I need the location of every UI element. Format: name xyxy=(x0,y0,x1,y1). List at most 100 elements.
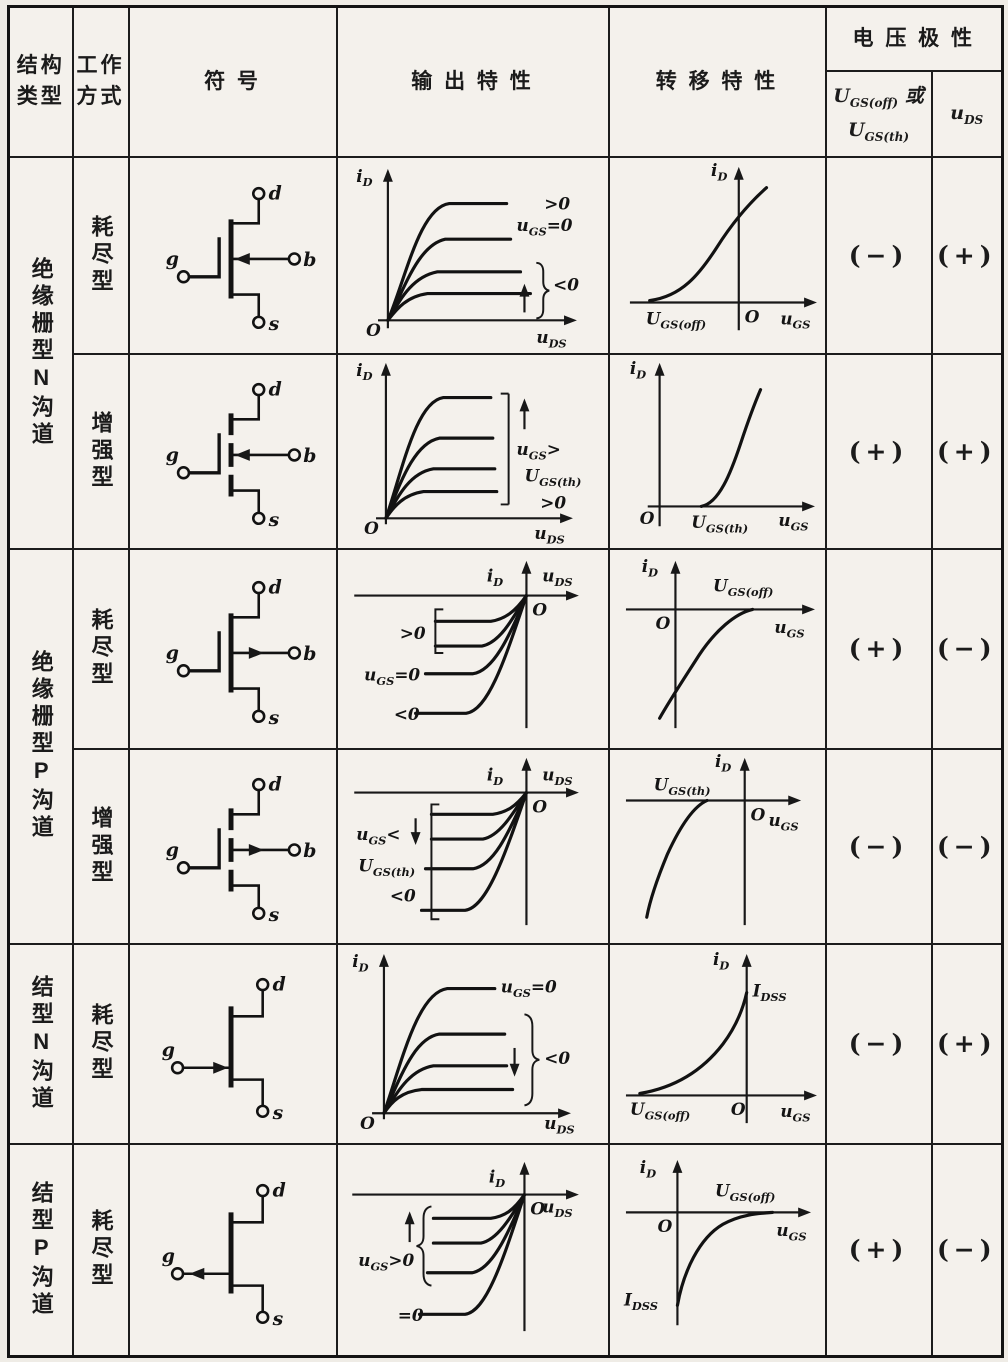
symbol-pmos-enhancement: d g s b xyxy=(165,774,316,927)
cell-polarity-ugs-r2: (+) xyxy=(824,352,933,550)
header-output: 输 出 特 性 xyxy=(335,5,610,158)
cell-mode-r4: 增强型 xyxy=(71,747,130,945)
output-graph-pmos-enhancement: iD uDS O uGS< UGS(th) <0 xyxy=(353,757,579,926)
cell-symbol-r1: d g s b xyxy=(127,155,338,355)
terminal-g: g xyxy=(161,1038,174,1060)
gate-arrow xyxy=(188,1267,204,1280)
cell-polarity-ugs-r1: (−) xyxy=(824,155,933,355)
y-axis-label: iD xyxy=(713,949,729,972)
header-structure: 结构 类型 xyxy=(7,5,74,158)
cell-symbol-r2: d g s b xyxy=(127,352,338,550)
y-axis-label: iD xyxy=(486,565,502,588)
terminal-s: s xyxy=(267,707,279,729)
header-polarity: 电 压 极 性 xyxy=(824,5,1004,72)
cell-output-r3: iD uDS O >0 uGS=0 <0 xyxy=(335,547,610,750)
terminal-d: d xyxy=(272,1179,285,1201)
cell-output-r2: iD O uDS uGS> UGS(th) >0 xyxy=(335,352,610,550)
transfer-graph-pmos-enhancement: iD O UGS(th) uGS xyxy=(625,751,801,926)
gate-electrode xyxy=(188,630,221,672)
symbol-pjfet: d g s xyxy=(161,1179,285,1330)
cell-polarity-uds-r1: (+) xyxy=(930,155,1004,355)
origin-label: O xyxy=(532,796,547,816)
gate-arrow xyxy=(212,1061,228,1074)
cell-mode-r3: 耗尽型 xyxy=(71,547,130,750)
body-arrow xyxy=(248,646,264,659)
cell-symbol-r3: d g s b xyxy=(127,547,338,750)
terminal-s: s xyxy=(267,313,279,335)
origin-label: O xyxy=(655,613,670,633)
x-axis-label: uGS xyxy=(778,510,808,533)
cell-mode-r2: 增强型 xyxy=(71,352,130,550)
terminal-d: d xyxy=(272,973,285,995)
y-axis-label: iD xyxy=(629,358,645,381)
ugsoff-label: UGS(off) xyxy=(645,308,705,331)
x-axis-label: uDS xyxy=(544,1113,574,1136)
symbol-nmos-depletion: d g s b xyxy=(165,183,316,336)
terminal-s: s xyxy=(267,904,279,926)
curve-label-ugs-lt: uGS< xyxy=(356,824,400,847)
curve-label-lt0: <0 xyxy=(389,885,415,905)
x-axis-label: uDS xyxy=(542,765,572,788)
terminal-d: d xyxy=(268,379,281,401)
transfer-graph-njfet: iD IDSS UGS(off) O uGS xyxy=(625,949,817,1124)
fet-characteristics-table: 结构 类型 工作 方式 符 号 输 出 特 性 转 移 特 性 电 压 极 性 … xyxy=(7,5,1005,1358)
curve-label-ugs0: uGS=0 xyxy=(500,976,556,999)
cell-mode-r1: 耗尽型 xyxy=(71,155,130,355)
table-row: 结型P沟道 耗尽型 d g s iD uDS O uGS>0 =0 xyxy=(7,1142,1004,1358)
y-axis-label: iD xyxy=(356,166,372,189)
curve-label-gt0: >0 xyxy=(540,492,566,512)
y-axis-label: iD xyxy=(486,765,502,788)
transfer-graph-pmos-depletion: iD O UGS(off) uGS xyxy=(625,555,815,728)
cell-polarity-uds-r4: (−) xyxy=(930,747,1004,945)
y-axis-label: iD xyxy=(641,555,657,578)
cell-polarity-ugs-r3: (+) xyxy=(824,547,933,750)
cell-structure-j-n: 结型N沟道 xyxy=(7,942,74,1145)
idss-label: IDSS xyxy=(751,980,786,1003)
terminal-g: g xyxy=(165,839,178,861)
gate-electrode xyxy=(188,828,221,870)
symbol-nmos-enhancement: d g s b xyxy=(165,379,316,532)
origin-label: O xyxy=(366,320,381,340)
cell-polarity-ugs-r5: (−) xyxy=(824,942,933,1145)
table-row: 绝缘栅型P沟道 耗尽型 d g s b iD uDS O >0 uGS=0 xyxy=(7,547,1004,945)
curve-label-gt0: >0 xyxy=(544,193,570,213)
body-arrow xyxy=(234,253,250,265)
symbol-pmos-depletion: d g s b xyxy=(165,576,316,729)
terminal-d: d xyxy=(268,774,281,796)
x-axis-label: uGS xyxy=(776,1220,806,1243)
y-axis-label: iD xyxy=(356,360,372,383)
curve-label-lt0: <0 xyxy=(553,275,579,295)
y-axis-label: iD xyxy=(488,1166,504,1189)
terminal-d: d xyxy=(268,576,281,598)
cell-transfer-r2: iD O UGS(th) uGS xyxy=(607,352,827,550)
cell-polarity-ugs-r4: (−) xyxy=(824,747,933,945)
cell-structure-j-p: 结型P沟道 xyxy=(7,1142,74,1358)
y-axis-label: iD xyxy=(352,950,368,973)
body-arrow xyxy=(234,449,250,461)
cell-transfer-r1: iD UGS(off) O uGS xyxy=(607,155,827,355)
transfer-graph-pjfet: iD O UGS(off) uGS IDSS xyxy=(622,1157,811,1325)
x-axis-label: uDS xyxy=(534,523,564,546)
terminal-s: s xyxy=(271,1308,283,1330)
x-axis-label: uGS xyxy=(780,1101,810,1124)
curve-label-ugs-gt: uGS> xyxy=(516,439,560,462)
output-graph-nmos-enhancement: iD O uDS uGS> UGS(th) >0 xyxy=(356,360,581,546)
cell-transfer-r4: iD O UGS(th) uGS xyxy=(607,747,827,945)
origin-label: O xyxy=(657,1216,672,1236)
table-row: 结型N沟道 耗尽型 d g s iD O uDS uGS=0 <0 xyxy=(7,942,1004,1145)
header-transfer: 转 移 特 性 xyxy=(607,5,827,158)
cell-structure-ig-p: 绝缘栅型P沟道 xyxy=(7,547,74,945)
terminal-g: g xyxy=(165,248,178,270)
gate-electrode xyxy=(188,237,221,279)
terminal-s: s xyxy=(267,509,279,531)
origin-label: O xyxy=(530,1198,545,1218)
header-symbol: 符 号 xyxy=(127,5,338,158)
curve-label-eq0: =0 xyxy=(397,1305,423,1325)
transfer-graph-nmos-enhancement: iD O UGS(th) uGS xyxy=(629,358,815,536)
curve-label-ugs-gt0: uGS>0 xyxy=(358,1250,414,1273)
terminal-g: g xyxy=(165,641,178,663)
y-axis-label: iD xyxy=(639,1157,655,1180)
cell-polarity-uds-r5: (+) xyxy=(930,942,1004,1145)
output-graph-pmos-depletion: iD uDS O >0 uGS=0 <0 xyxy=(353,560,579,728)
y-axis-label: iD xyxy=(711,160,727,183)
